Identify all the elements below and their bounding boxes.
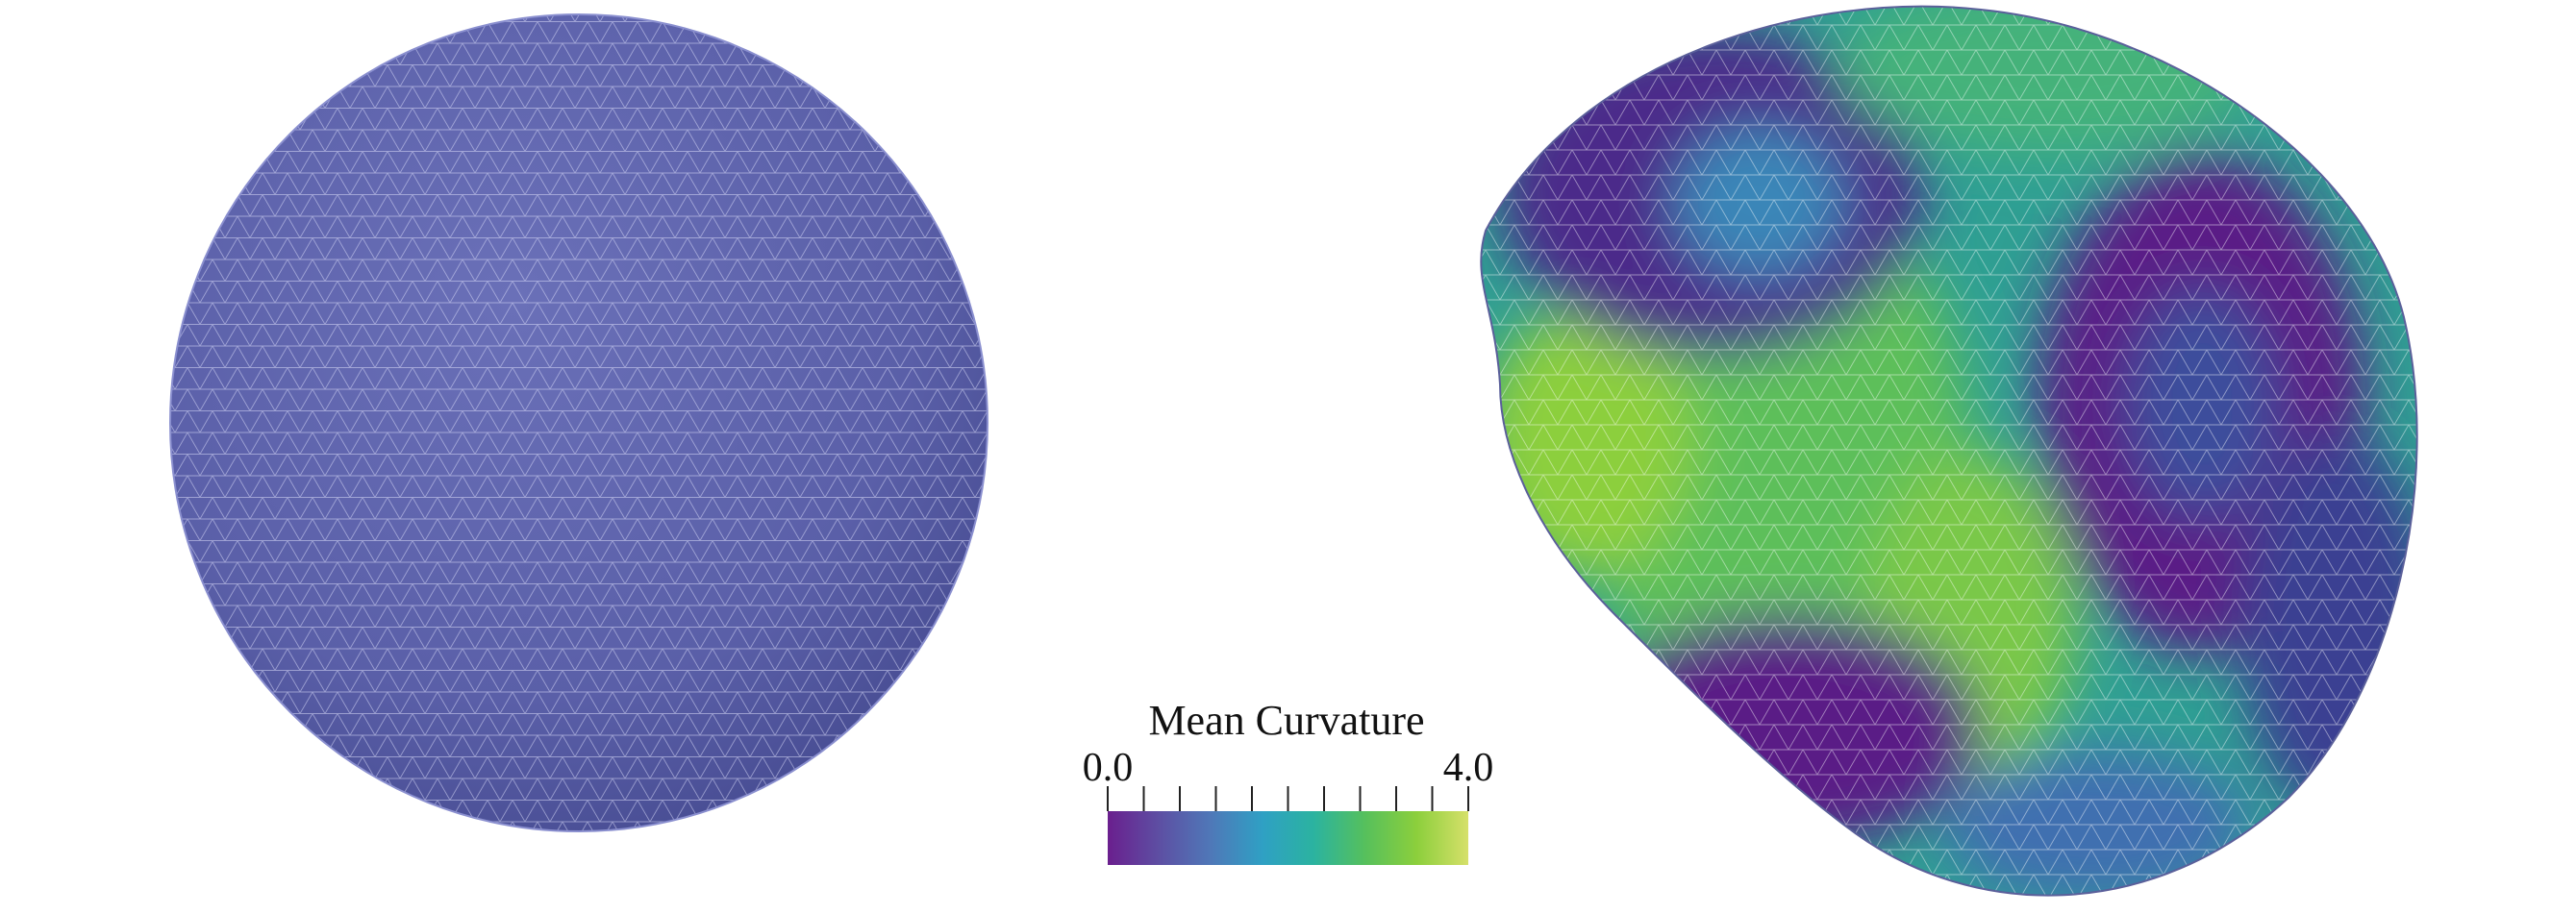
colorbar-max-label: 4.0 [1443,746,1494,790]
colorbar-gradient [1108,811,1468,865]
colorbar: Mean Curvature 0.0 4.0 [1083,697,1494,865]
left-sphere [169,13,988,832]
right-deformed-shape [1480,5,2418,897]
left-sphere-mesh [170,14,988,831]
colorbar-title: Mean Curvature [1148,697,1424,744]
right-shape-outline [1480,5,2418,897]
left-sphere-outline [169,13,988,832]
colorbar-ticks [1107,786,1469,811]
colorbar-min-label: 0.0 [1083,746,1134,790]
right-shape-mesh [1481,6,2417,896]
